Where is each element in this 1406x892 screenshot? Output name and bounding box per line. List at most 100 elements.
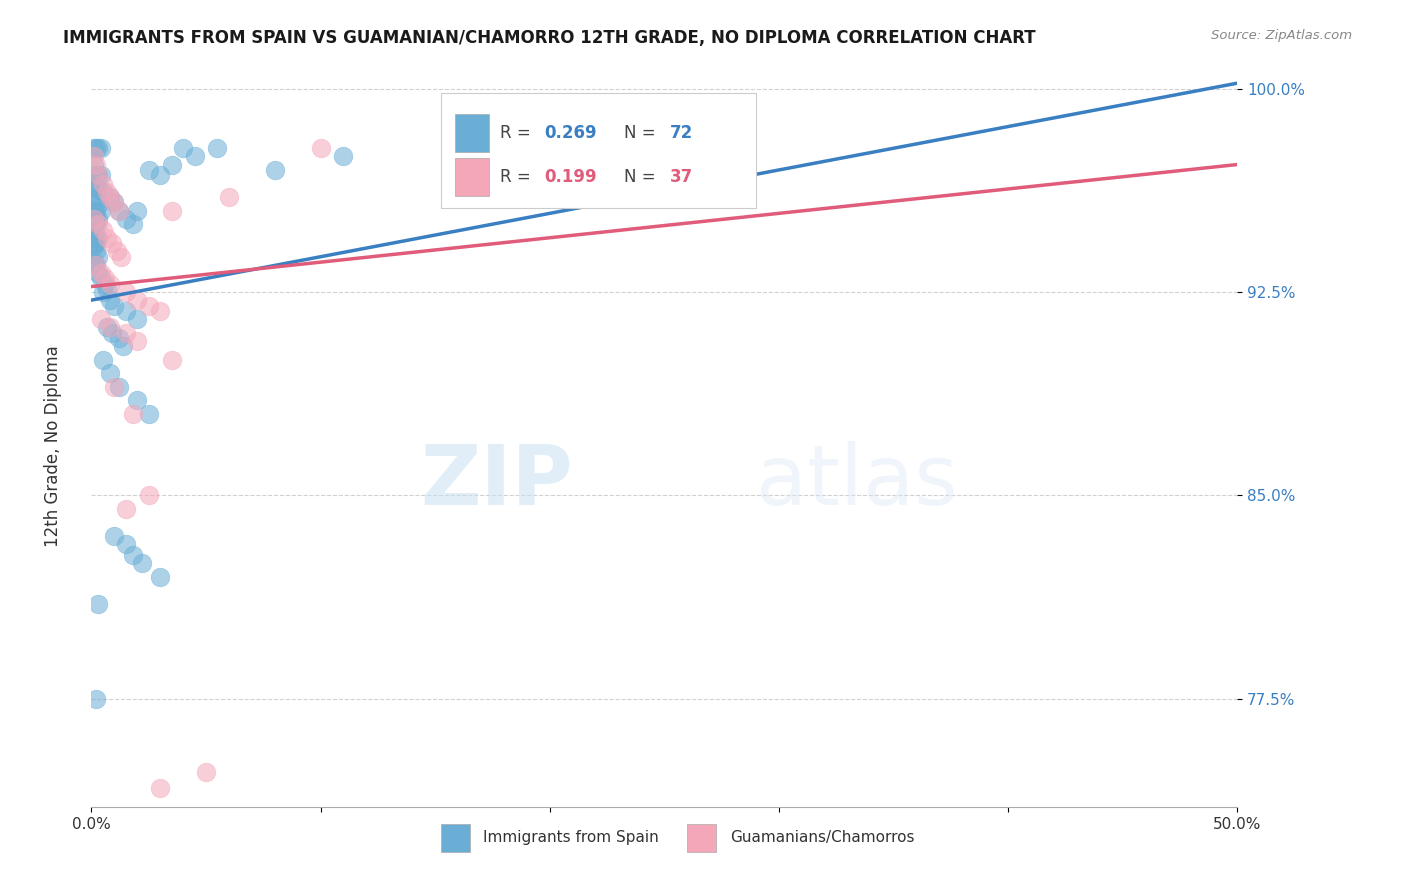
Point xyxy=(91,185,114,199)
Point xyxy=(98,367,121,381)
Point xyxy=(83,211,105,226)
Point xyxy=(84,182,107,196)
Point xyxy=(83,203,105,218)
Point xyxy=(90,266,112,280)
Point xyxy=(112,339,135,353)
Point xyxy=(98,190,121,204)
Point xyxy=(94,277,117,291)
Point xyxy=(87,217,110,231)
Point xyxy=(103,529,125,543)
Point xyxy=(87,211,110,226)
Point xyxy=(83,222,105,236)
Text: atlas: atlas xyxy=(756,441,957,522)
Point xyxy=(138,488,160,502)
Text: N =: N = xyxy=(624,169,661,186)
Point xyxy=(87,169,110,183)
Point xyxy=(87,597,110,611)
Text: ZIP: ZIP xyxy=(420,441,572,522)
Bar xyxy=(441,93,756,208)
Point xyxy=(90,271,112,285)
Point xyxy=(114,211,136,226)
Point xyxy=(98,293,121,307)
Point xyxy=(87,250,110,264)
Point xyxy=(83,211,105,226)
Point xyxy=(127,293,149,307)
Point xyxy=(160,352,183,367)
Text: N =: N = xyxy=(624,124,661,142)
Point xyxy=(172,141,194,155)
Point xyxy=(83,157,105,171)
Point xyxy=(263,163,285,178)
Point xyxy=(84,236,107,251)
Point xyxy=(96,185,118,199)
Point xyxy=(87,182,110,196)
Point xyxy=(84,211,107,226)
Bar xyxy=(454,158,489,196)
Text: Source: ZipAtlas.com: Source: ZipAtlas.com xyxy=(1212,29,1353,43)
Point xyxy=(84,258,107,272)
Point xyxy=(108,380,131,394)
Bar xyxy=(688,823,716,852)
Point xyxy=(149,169,172,183)
Point xyxy=(96,320,118,334)
Text: Guamanians/Chamorros: Guamanians/Chamorros xyxy=(730,830,914,845)
Text: R =: R = xyxy=(501,124,537,142)
Point xyxy=(90,141,112,155)
Text: R =: R = xyxy=(501,169,537,186)
Point xyxy=(101,236,124,251)
Point xyxy=(114,537,136,551)
Point xyxy=(105,244,128,259)
Point xyxy=(84,691,107,706)
Point xyxy=(127,334,149,348)
Point xyxy=(332,149,354,163)
Point xyxy=(207,141,229,155)
Point xyxy=(114,502,136,516)
Point xyxy=(84,258,107,272)
Point xyxy=(98,190,121,204)
Point xyxy=(108,331,131,345)
Point xyxy=(83,239,105,253)
Point xyxy=(83,217,105,231)
Point xyxy=(91,352,114,367)
Point xyxy=(91,177,114,191)
Text: 0.269: 0.269 xyxy=(544,124,596,142)
Point xyxy=(84,231,107,245)
Point xyxy=(103,299,125,313)
Point xyxy=(309,141,332,155)
Point xyxy=(94,271,117,285)
Point xyxy=(83,190,105,204)
Text: 12th Grade, No Diploma: 12th Grade, No Diploma xyxy=(45,345,62,547)
Point xyxy=(108,203,131,218)
Text: IMMIGRANTS FROM SPAIN VS GUAMANIAN/CHAMORRO 12TH GRADE, NO DIPLOMA CORRELATION C: IMMIGRANTS FROM SPAIN VS GUAMANIAN/CHAMO… xyxy=(63,29,1036,47)
Point xyxy=(84,169,107,183)
Point xyxy=(149,304,172,318)
Text: Immigrants from Spain: Immigrants from Spain xyxy=(484,830,659,845)
Bar xyxy=(441,823,470,852)
Point xyxy=(121,217,143,231)
Point xyxy=(83,149,105,163)
Point xyxy=(127,312,149,326)
Point xyxy=(84,203,107,218)
Point xyxy=(138,163,160,178)
Point xyxy=(149,781,172,796)
Point xyxy=(108,203,131,218)
Point xyxy=(84,157,107,171)
Point xyxy=(98,277,121,291)
Point xyxy=(84,141,107,155)
Point xyxy=(96,282,118,296)
Point xyxy=(84,195,107,210)
Point xyxy=(87,198,110,212)
Point xyxy=(114,326,136,340)
Point xyxy=(90,169,112,183)
Point xyxy=(138,407,160,421)
Point xyxy=(98,320,121,334)
Point xyxy=(183,149,205,163)
Point xyxy=(110,250,132,264)
Point xyxy=(218,190,240,204)
Point xyxy=(103,195,125,210)
Text: 0.199: 0.199 xyxy=(544,169,596,186)
Point xyxy=(138,299,160,313)
Point xyxy=(83,177,105,191)
Point xyxy=(127,203,149,218)
Point xyxy=(83,236,105,251)
